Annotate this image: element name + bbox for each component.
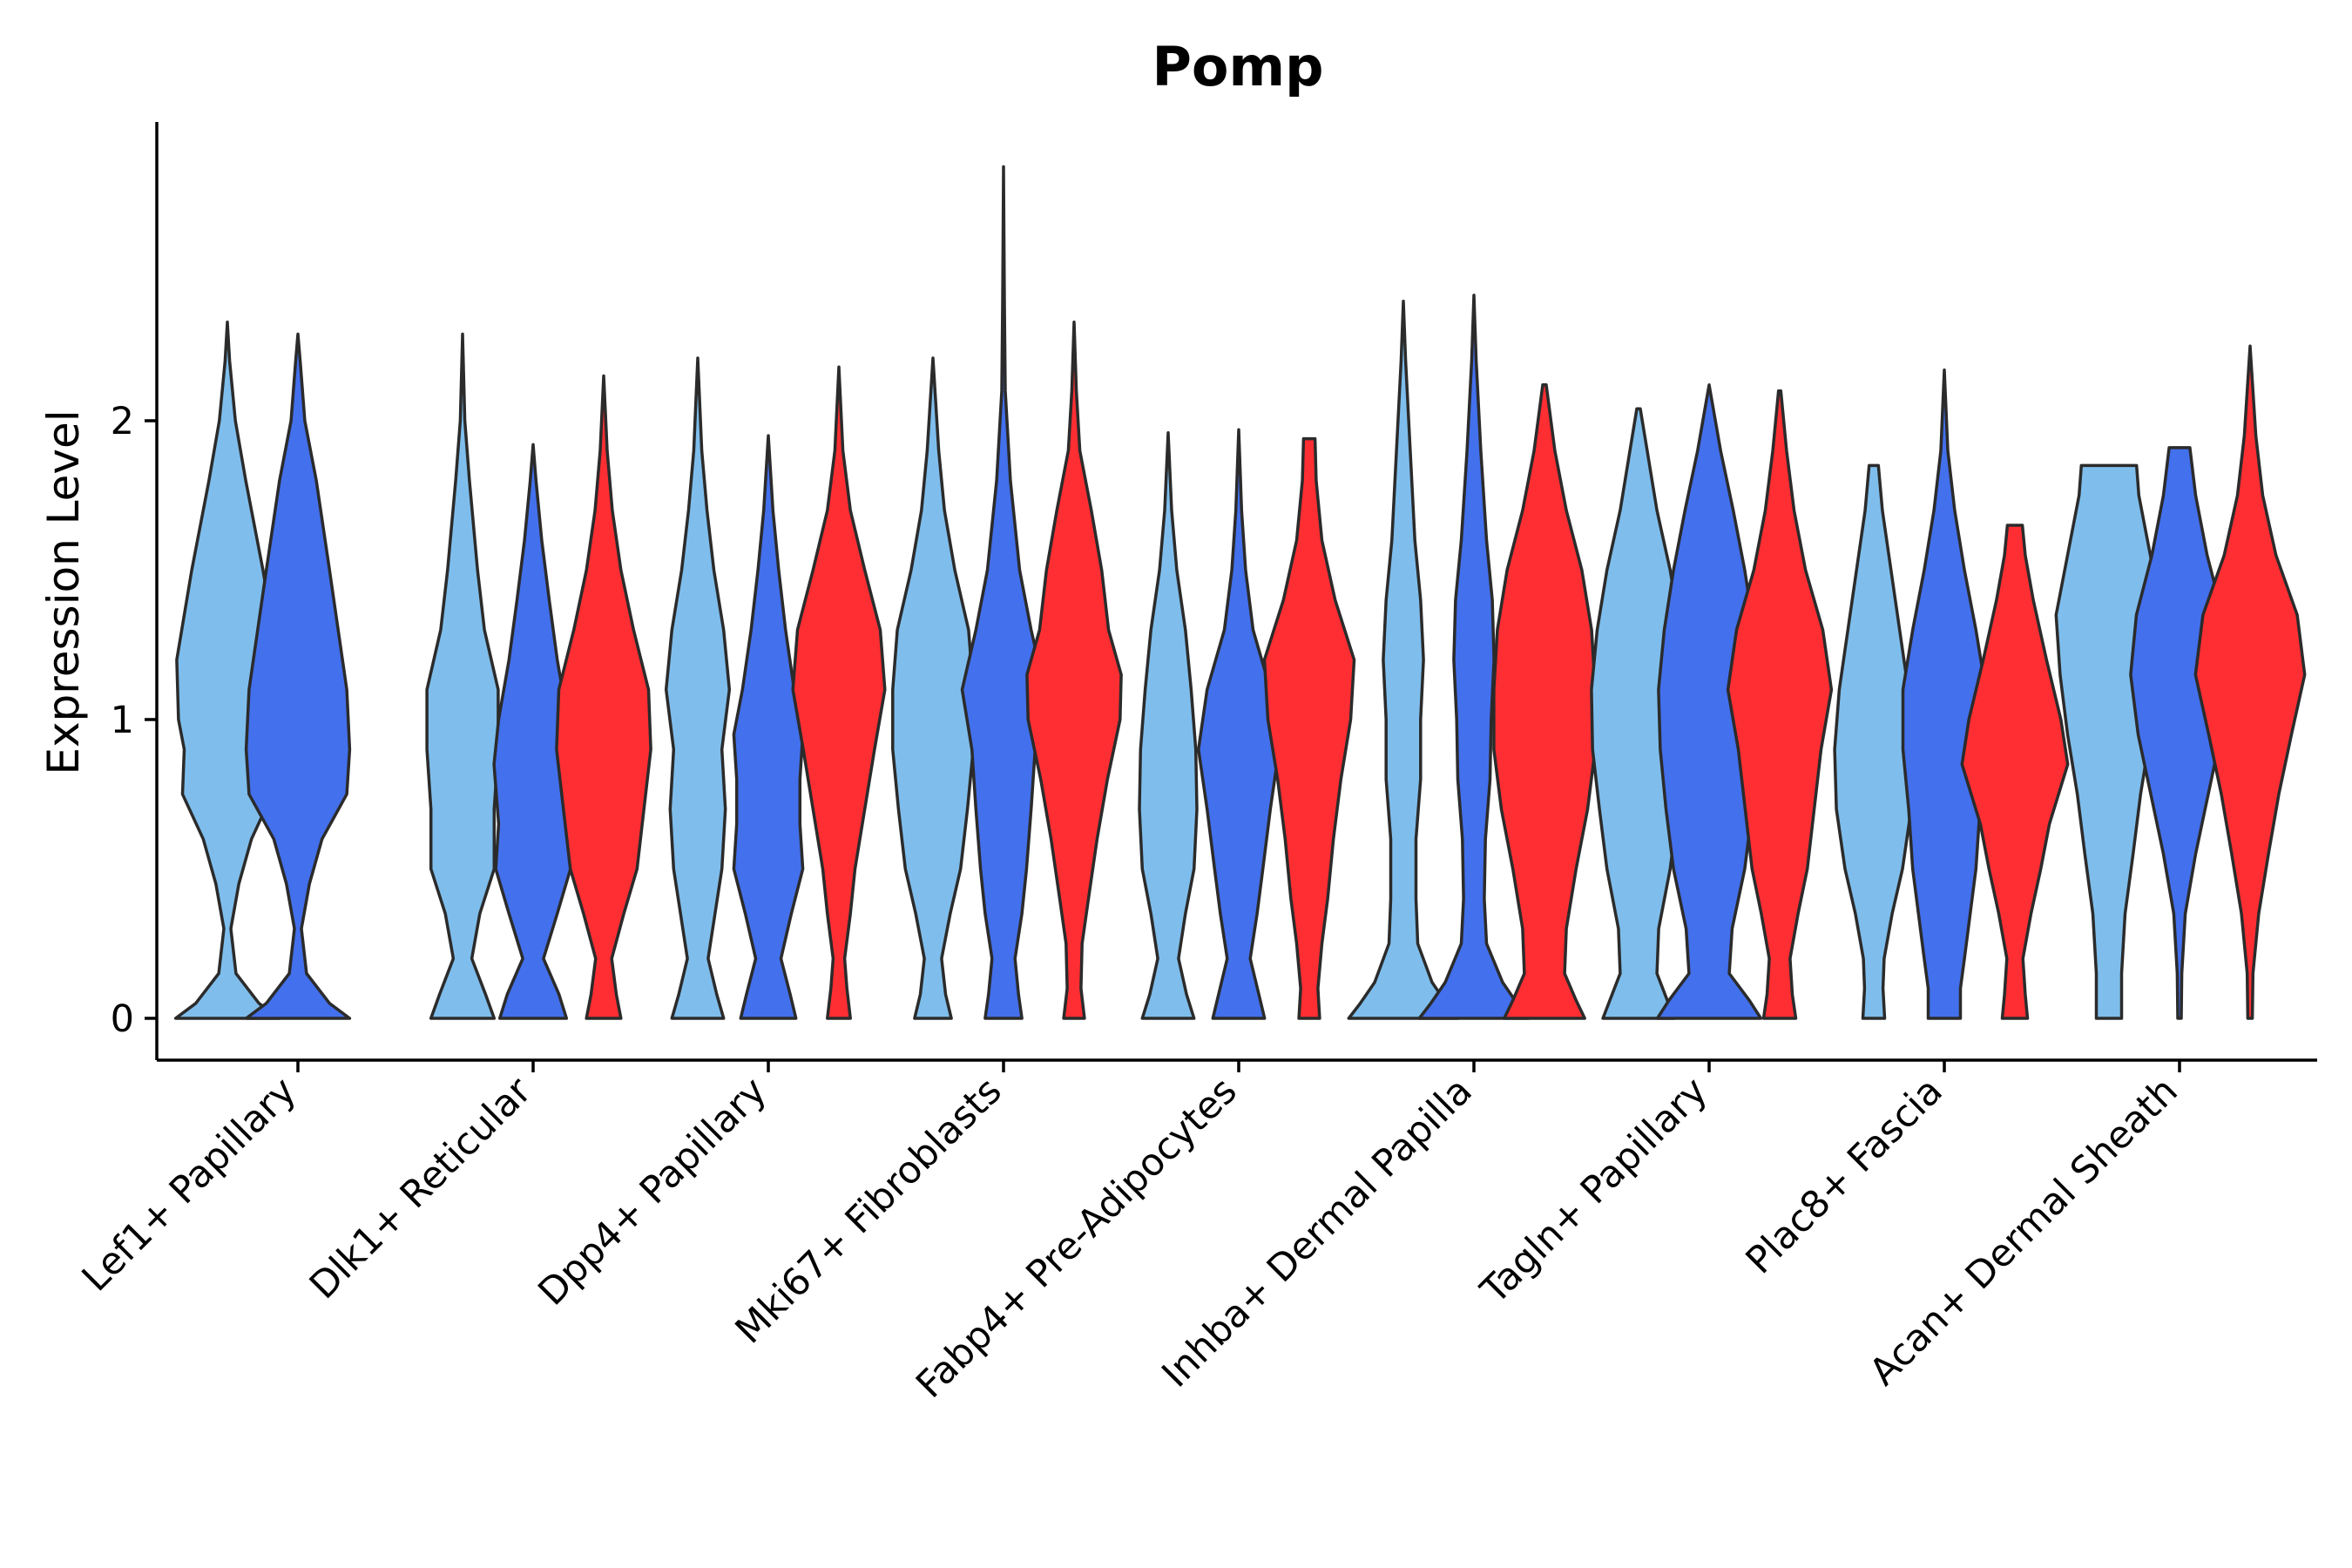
violin-acan-dermal-sheath-group-2 bbox=[2129, 446, 2230, 1020]
violin-plac8-fascia-group-2 bbox=[1901, 368, 1988, 1020]
violin-tagln-papillary-group-2 bbox=[1655, 383, 1763, 1020]
x-tick-label: Dpp4+ Papillary bbox=[531, 1069, 775, 1314]
x-tick-label: Mki67+ Fibroblasts bbox=[727, 1069, 1010, 1352]
violin-dlk1-reticular-group-3 bbox=[555, 374, 652, 1020]
violin-acan-dermal-sheath-group-1 bbox=[2054, 463, 2164, 1020]
y-tick-label: 1 bbox=[111, 699, 134, 742]
violin-inhba-dermal-papilla-group-2 bbox=[1417, 294, 1531, 1020]
violin-mki67-fibroblasts-group-2 bbox=[960, 165, 1047, 1020]
violin-plac8-fascia-group-3 bbox=[1960, 524, 2070, 1020]
x-tick-label: Dlk1+ Reticular bbox=[301, 1069, 540, 1308]
chart-title: Pomp bbox=[1152, 35, 1323, 98]
violin-inhba-dermal-papilla-group-1 bbox=[1347, 300, 1460, 1020]
violin-inhba-dermal-papilla-group-3 bbox=[1492, 383, 1597, 1020]
x-tick-label: Tagln+ Papillary bbox=[1472, 1069, 1716, 1313]
y-tick-label: 2 bbox=[111, 400, 134, 443]
violin-mki67-fibroblasts-group-3 bbox=[1025, 321, 1123, 1020]
violin-dlk1-reticular-group-1 bbox=[425, 332, 500, 1020]
violin-lef1-papillary-group-2 bbox=[244, 332, 352, 1020]
violin-fabp4-pre-adipocytes-group-2 bbox=[1197, 428, 1281, 1020]
violin-fabp4-pre-adipocytes-group-1 bbox=[1138, 430, 1199, 1020]
violin-fabp4-pre-adipocytes-group-3 bbox=[1262, 436, 1356, 1020]
y-axis-title: Expression Level bbox=[38, 409, 89, 774]
violin-layer bbox=[173, 165, 2307, 1020]
violin-dpp4-papillary-group-3 bbox=[791, 365, 887, 1020]
x-tick-label: Lef1+ Papillary bbox=[74, 1069, 305, 1300]
violin-dpp4-papillary-group-1 bbox=[664, 356, 732, 1020]
violin-dpp4-papillary-group-2 bbox=[732, 434, 805, 1020]
violin-plac8-fascia-group-1 bbox=[1833, 463, 1915, 1020]
violin-acan-dermal-sheath-group-3 bbox=[2193, 344, 2307, 1020]
y-tick-label: 0 bbox=[111, 997, 134, 1041]
violin-mki67-fibroblasts-group-1 bbox=[891, 356, 975, 1020]
violin-tagln-papillary-group-3 bbox=[1726, 389, 1834, 1020]
violin-lef1-papillary-group-1 bbox=[173, 321, 281, 1020]
x-tick-label: Plac8+ Fascia bbox=[1738, 1069, 1951, 1282]
